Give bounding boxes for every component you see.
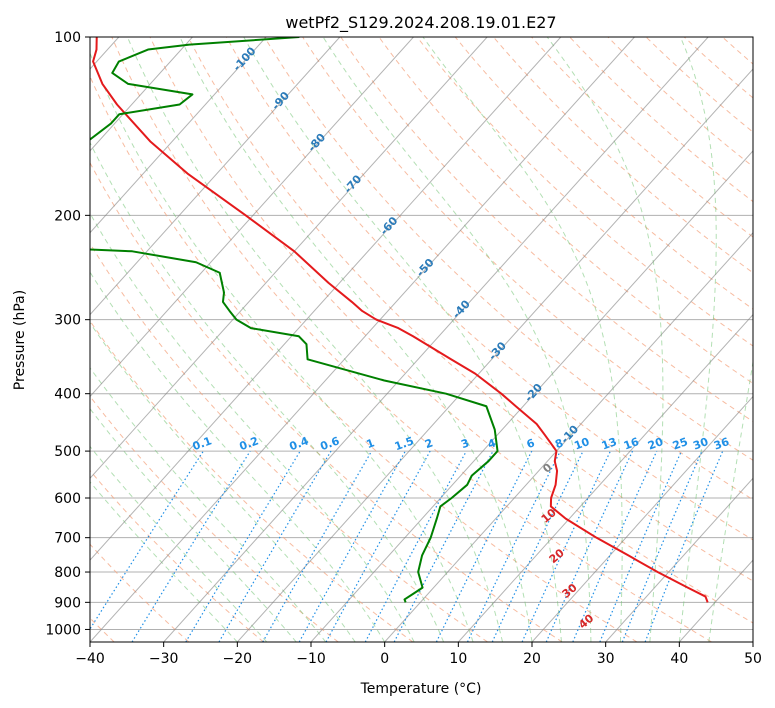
moist-adiabat-line [90,481,238,642]
isotherm-line [531,395,753,642]
isotherm-line [605,477,753,642]
isotherm-line [90,37,267,234]
axis-ticks: −40 −30 −20 −10 0 10 20 30 40 5010020030040050060… [45,30,762,667]
mixing-ratio-label: 0.1 [191,434,214,453]
mixing-ratio-line [131,450,251,642]
plot-frame [89,36,754,643]
mixing-ratio-label: 20 [646,435,665,453]
isotherm-line [457,313,753,642]
plot-background [90,37,753,642]
isotherm-line [90,37,193,152]
mixing-ratio-label: 30 [691,435,710,453]
isotherm-line [90,37,562,561]
isotherm-line [90,37,414,398]
mixing-ratio-label: 3 [459,436,471,451]
mixing-ratio-label: 4 [486,436,498,451]
x-tick-label: 10 [449,651,467,667]
y-tick-label: 900 [54,595,81,611]
mixing-ratio-line [572,450,658,642]
temperature-profile-line [92,37,709,603]
mixing-ratio-label: 25 [671,435,690,452]
x-tick-label: 30 [597,651,615,667]
mixing-ratio-line [621,450,703,642]
mixing-ratio-label: 0.6 [318,434,341,453]
moist-adiabat-line [243,37,562,642]
moist-adiabat-line [90,141,445,642]
isotherm-line [236,68,753,642]
isotherm-line [90,37,488,480]
dry-adiabat-line [90,242,488,642]
mixing-ratio-line [435,450,533,642]
x-tick-label: −20 [223,651,253,667]
x-tick-label: 0 [380,651,389,667]
dry-adiabat-line [302,37,753,461]
mixing-ratio-label: 1.5 [393,434,416,453]
x-tick-label: 50 [744,651,762,667]
mixing-ratio-line [325,450,431,642]
mixing-ratio-line [599,450,682,642]
mixing-ratio-line [545,450,634,642]
isotherm-line [90,37,341,316]
y-tick-label: 700 [54,531,81,547]
y-axis-label: Pressure (hPa) [12,290,28,390]
dry-adiabat-line [149,37,753,624]
y-tick-label: 300 [54,313,81,329]
background-lines [90,37,753,642]
mixing-ratio-line [644,450,724,642]
mixing-ratio-line [364,450,467,642]
data-lines [90,37,709,603]
moist-adiabat-line [90,407,297,642]
isotherm-line [384,231,753,642]
y-tick-label: 400 [54,387,81,403]
chart-title: wetPf2_S129.2024.208.19.01.E27 [285,13,556,33]
mixing-ratio-label: 1 [365,436,377,451]
dry-adiabat-line [90,469,264,642]
x-axis-label: Temperature (°C) [360,681,482,697]
moist-adiabat-line [546,37,664,642]
y-tick-label: 1000 [45,622,81,638]
dry-adiabat-line [90,75,638,642]
mixing-ratio-label: 16 [622,435,641,453]
x-tick-label: 40 [670,651,688,667]
x-tick-label: −40 [75,651,105,667]
moist-adiabat-line [90,367,327,642]
moist-adiabat-line [322,37,592,642]
mixing-ratio-label: 36 [712,435,731,453]
dry-adiabat-line [90,161,563,642]
y-tick-label: 100 [54,30,81,46]
dry-adiabat-line [111,37,712,642]
y-tick-label: 200 [54,208,81,224]
y-tick-label: 500 [54,444,81,460]
mixing-ratio-label: 2 [423,436,435,451]
isotherm-line [163,37,709,642]
x-tick-label: −30 [149,651,179,667]
moist-adiabat-line [90,271,386,642]
isotherm-line [90,37,635,642]
dry-adiabat-line [264,37,753,501]
moist-adiabat-line [708,359,753,642]
mixing-ratio-label: 0.4 [288,434,311,453]
dry-adiabat-line [416,37,753,347]
moist-adiabat-line [126,37,504,642]
mixing-ratio-line [90,450,204,631]
dewpoint-profile-line [90,37,499,603]
moist-adiabat-line [422,37,623,642]
y-tick-label: 600 [54,491,81,507]
x-tick-label: −10 [296,651,326,667]
moist-adiabat-line [90,445,268,642]
moist-adiabat-line [678,37,717,642]
mixing-ratio-label: 8 [553,436,565,451]
mixing-ratio-label: 0.2 [238,434,261,453]
mixing-ratio-label: 13 [600,435,619,452]
mixing-ratio-line [298,450,406,642]
mixing-ratio-label: 10 [572,435,591,453]
mixing-ratio-label: 6 [525,436,537,451]
x-tick-label: 20 [523,651,541,667]
isotherm-line [310,150,753,642]
y-tick-label: 800 [54,565,81,581]
dry-adiabat-line [187,37,753,582]
dry-adiabat-line [225,37,753,541]
